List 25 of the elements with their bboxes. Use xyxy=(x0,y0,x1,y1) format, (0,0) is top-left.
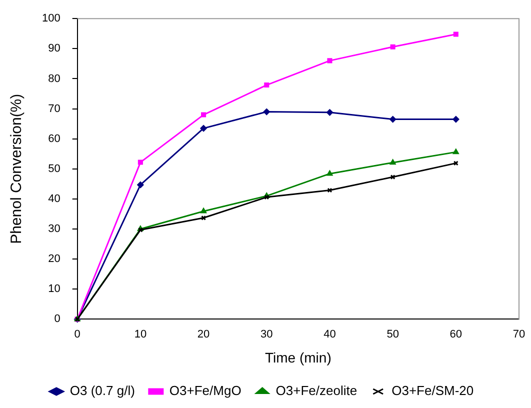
y-tick-label: 10 xyxy=(48,283,60,296)
y-tick-label: 30 xyxy=(48,223,60,236)
x-tick-label: 0 xyxy=(74,328,80,341)
y-tick-label: 90 xyxy=(48,42,60,55)
x-axis-title: Time (min) xyxy=(264,349,332,366)
x-tick-label: 50 xyxy=(386,328,399,341)
y-tick-label: 60 xyxy=(48,132,60,145)
y-tick-label: 80 xyxy=(48,72,60,85)
y-tick-label: 0 xyxy=(54,313,60,326)
x-tick-label: 70 xyxy=(512,328,526,341)
y-axis-title: Phenol Conversion(%) xyxy=(8,94,26,244)
x-tick-label: 30 xyxy=(260,328,273,341)
x-tick-label: 20 xyxy=(197,328,210,341)
legend-label: O3+Fe/SM-20 xyxy=(392,383,474,398)
x-tick-label: 60 xyxy=(450,328,462,341)
x-tick-label: 10 xyxy=(134,328,147,341)
x-tick-label: 40 xyxy=(324,328,336,341)
legend-label: O3+Fe/zeolite xyxy=(276,383,358,398)
y-tick-label: 50 xyxy=(48,162,60,175)
y-tick-label: 100 xyxy=(42,12,60,25)
legend-label: O3+Fe/MgO xyxy=(169,383,242,398)
y-tick-label: 20 xyxy=(48,253,60,266)
y-tick-label: 70 xyxy=(48,102,60,115)
y-tick-label: 40 xyxy=(48,192,60,205)
legend-label: O3 (0.7 g/l) xyxy=(70,383,135,398)
